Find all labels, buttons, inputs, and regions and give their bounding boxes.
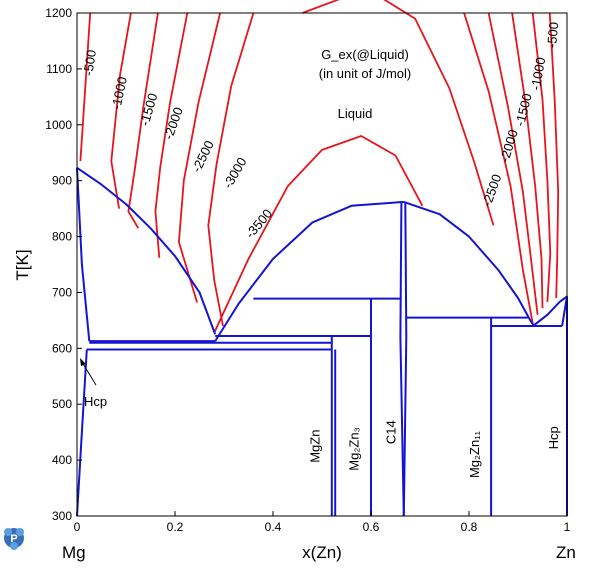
contour-label: -500: [544, 21, 561, 48]
contour-line: [463, 12, 534, 324]
contour-line: [110, 12, 132, 209]
contour-label: -1000: [528, 56, 549, 91]
y-tick-label: 300: [52, 509, 72, 523]
phase-boundary-liquidus-left: [76, 166, 217, 335]
contour-line: [548, 12, 560, 299]
phase-label: Mg₂Zn₁₁: [467, 430, 482, 478]
pandat-logo-icon: P: [4, 528, 24, 550]
contour-line: [207, 12, 255, 327]
y-tick-label: 400: [52, 453, 72, 467]
contour-label: -2500: [479, 172, 504, 208]
x-tick-label: 0.2: [167, 520, 184, 534]
contour-label: -2500: [189, 138, 217, 174]
contour-line: [154, 12, 189, 258]
y-tick-label: 500: [52, 397, 72, 411]
phase-boundary-liquidus-dome: [214, 200, 404, 342]
annotation-title-line1: G_ex(@Liquid): [321, 47, 409, 62]
y-tick-label: 800: [52, 230, 72, 244]
y-tick-label: 1200: [45, 6, 72, 20]
label-layer: -500-1000 -1500 -2000-2500 -3000-3500-2500-…: [80, 21, 561, 478]
tick-layer: 0 0.2 0.4 0.6 0.8 1 300 400 500 600 700 800 900 1000 1…: [45, 6, 570, 534]
contour-line: [178, 12, 221, 303]
phase-label: Mg₂Zn₃: [347, 427, 362, 471]
contour-line: [213, 135, 424, 334]
contour-line: [79, 12, 92, 162]
contour-label: -500: [80, 49, 98, 77]
phase-label: C14: [384, 420, 399, 444]
contour-label: -1000: [108, 75, 130, 111]
contour-label: -3000: [220, 155, 250, 191]
x-tick-label: 0: [74, 520, 81, 534]
plot-frame: [76, 12, 568, 517]
phase-boundary-c14-left: [399, 201, 405, 517]
y-tick-label: 1100: [46, 62, 72, 76]
y-tick-label: 600: [52, 341, 72, 355]
liquid-label: Liquid: [338, 106, 373, 121]
hcp-left-label: Hcp: [84, 394, 107, 409]
y-axis-label: T[K]: [13, 249, 32, 280]
contour-label: -1500: [512, 92, 535, 128]
y-tick-label: 700: [52, 285, 72, 299]
phase-boundary-liquidus-zn: [533, 295, 568, 327]
hcp-arrow-icon: [80, 358, 97, 386]
mg-end-label: Mg: [62, 543, 86, 562]
svg-text:P: P: [10, 533, 17, 545]
x-axis-label: x(Zn): [302, 543, 342, 562]
contour-line: [127, 12, 159, 229]
phase-boundary-solvus-hcp-left: [76, 349, 88, 517]
y-tick-label: 1000: [45, 118, 72, 132]
phase-label: Hcp: [546, 426, 561, 449]
contour-line: [487, 12, 539, 315]
contour-label: -2000: [160, 105, 185, 141]
contour-line: [531, 12, 552, 302]
contour-line: [302, 0, 495, 226]
annotation-title-line2: (in unit of J/mol): [319, 66, 411, 81]
phase-label: MgZn: [308, 430, 323, 463]
contour-label: -3500: [242, 206, 275, 241]
phase-boundary-c14-right: [402, 201, 408, 517]
x-tick-label: 0.4: [265, 520, 282, 534]
x-tick-label: 0.6: [363, 520, 380, 534]
x-tick-label: 0.8: [461, 520, 478, 534]
phase-boundary-liquidus-right: [403, 200, 535, 326]
phase-boundary-solidus-hcp-left: [76, 167, 91, 342]
y-tick-label: 900: [52, 174, 72, 188]
phase-boundary-layer: [76, 166, 568, 517]
x-tick-label: 1: [564, 520, 571, 534]
contour-layer: [79, 0, 560, 334]
contour-label: -1500: [137, 92, 161, 128]
contour-line: [511, 12, 544, 309]
zn-end-label: Zn: [556, 543, 576, 562]
